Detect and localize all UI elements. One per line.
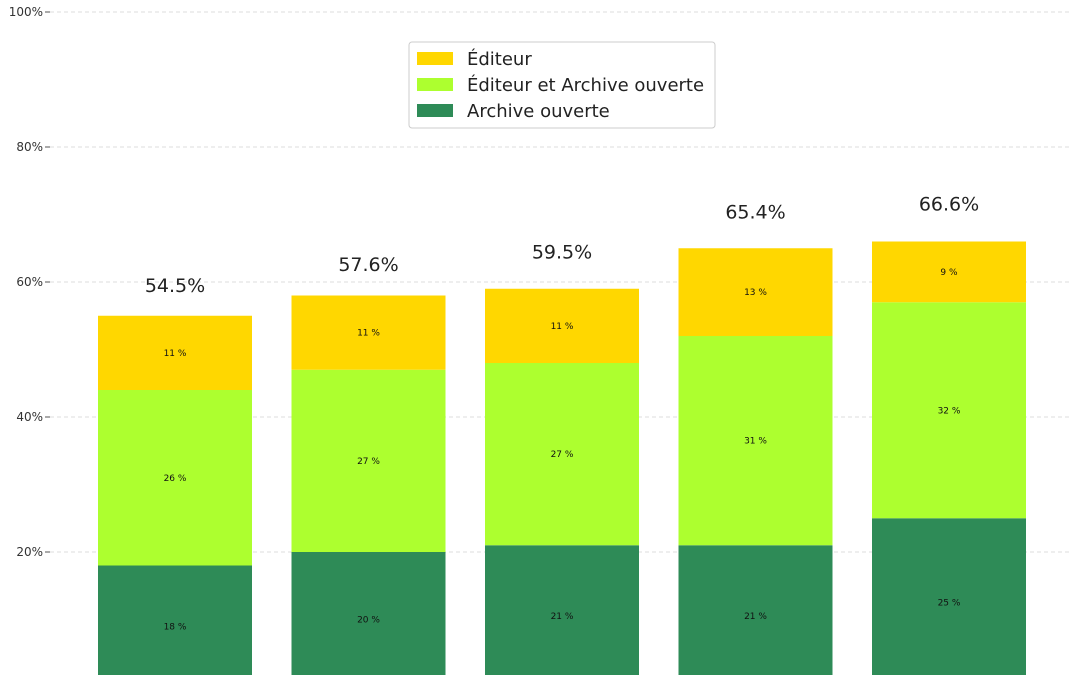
bar-segment (872, 518, 1026, 675)
y-tick-label: 20% (16, 545, 43, 559)
legend-label: Archive ouverte (467, 101, 610, 122)
bar-segment (291, 369, 446, 552)
legend-swatch (417, 78, 453, 91)
bar-segment (98, 565, 252, 675)
total-label: 65.4% (725, 202, 785, 224)
segment-label: 26 % (164, 474, 187, 484)
bar-segment (872, 241, 1026, 303)
segment-label: 11 % (164, 349, 187, 359)
total-label: 54.5% (145, 275, 205, 297)
bar-segment (678, 545, 833, 675)
total-label: 57.6% (338, 254, 398, 276)
y-tick-label: 60% (16, 275, 43, 289)
segment-label: 11 % (551, 322, 574, 332)
bar-segment (98, 390, 252, 566)
bar-segment (291, 295, 446, 370)
bar-segment (485, 363, 639, 546)
segment-label: 25 % (938, 599, 961, 609)
y-tick-label: 40% (16, 410, 43, 424)
legend-label: Éditeur et Archive ouverte (467, 74, 704, 96)
legend: Éditeur Éditeur et Archive ouverte Archive… (408, 41, 716, 129)
segment-label: 31 % (744, 437, 767, 447)
total-label: 59.5% (532, 241, 592, 263)
bar-segment (98, 315, 252, 390)
segment-label: 18 % (164, 622, 187, 632)
segment-label: 21 % (551, 612, 574, 622)
total-label: 66.6% (919, 193, 979, 215)
segment-label: 20 % (357, 616, 380, 626)
legend-label: Éditeur (467, 48, 532, 70)
bar-segment (485, 288, 639, 363)
labels: 18 % 26 % 11 % 54.5% 20 % 27 % 11 % 57.6% 21 % 27… (145, 193, 979, 632)
bars (98, 241, 1026, 675)
segment-label: 11 % (357, 329, 380, 339)
legend-swatch (417, 104, 453, 117)
segment-label: 32 % (938, 406, 961, 416)
bar-segment (485, 545, 639, 675)
bar-segment (678, 336, 833, 546)
bar-segment (291, 552, 446, 675)
y-tick-label: 100% (9, 5, 43, 19)
segment-label: 21 % (744, 612, 767, 622)
bar-segment (872, 302, 1026, 519)
y-tick-label: 80% (16, 140, 43, 154)
legend-swatch (417, 52, 453, 65)
segment-label: 9 % (940, 268, 958, 278)
legend-frame (408, 41, 716, 129)
segment-label: 13 % (744, 288, 767, 298)
segment-label: 27 % (551, 450, 574, 460)
segment-label: 27 % (357, 457, 380, 467)
bar-segment (678, 248, 833, 336)
